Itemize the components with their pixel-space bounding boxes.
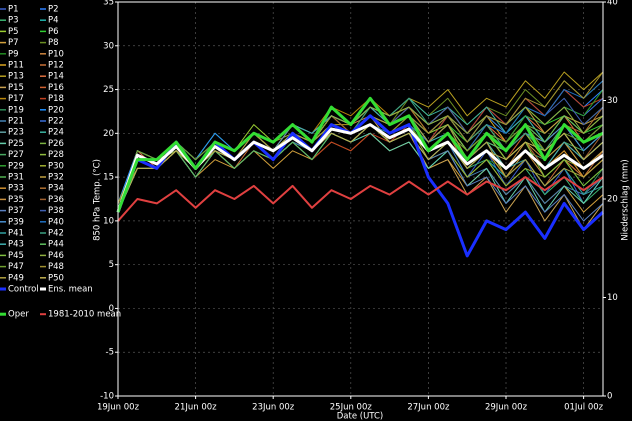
y-tick-label: -10 xyxy=(100,392,114,402)
legend-label: P48 xyxy=(48,262,64,272)
y-tick-label: 35 xyxy=(103,0,114,8)
legend-label: P31 xyxy=(8,173,24,183)
legend-label: P36 xyxy=(48,195,64,205)
legend-label: P17 xyxy=(8,94,24,104)
legend-label: P11 xyxy=(8,61,24,71)
legend-label: P24 xyxy=(48,128,64,138)
y-tick-label: 10 xyxy=(103,216,114,226)
legend-label: P40 xyxy=(48,217,64,227)
legend-label: P47 xyxy=(8,262,24,272)
legend-label: P44 xyxy=(48,240,64,250)
legend-label: P21 xyxy=(8,117,24,127)
legend-label: P14 xyxy=(48,72,64,82)
x-tick-label: 23Jun 00z xyxy=(252,403,295,413)
x-axis-title: Date (UTC) xyxy=(337,412,384,421)
legend-label: P9 xyxy=(8,49,19,59)
y-tick-label: -5 xyxy=(106,348,114,358)
legend-label: P2 xyxy=(48,5,59,15)
series-line xyxy=(117,176,604,222)
legend-label: P25 xyxy=(8,139,24,149)
legend-label: P18 xyxy=(48,94,64,104)
legend-label: P3 xyxy=(8,16,19,26)
plot-lines xyxy=(116,71,605,258)
legend-label: P43 xyxy=(8,240,24,250)
legend-label: P38 xyxy=(48,206,64,216)
legend-label: P13 xyxy=(8,72,24,82)
legend-label: P6 xyxy=(48,27,59,37)
y2-tick-label: 40 xyxy=(607,0,618,8)
legend-label: P28 xyxy=(48,150,64,160)
series-line xyxy=(116,96,604,213)
legend-label: P22 xyxy=(48,117,64,127)
legend-label: P16 xyxy=(48,83,64,93)
legend-label: P50 xyxy=(48,273,64,283)
legend-label: P10 xyxy=(48,49,64,59)
x-tick-label: 19Jun 00z xyxy=(97,403,140,413)
legend-label: P4 xyxy=(48,16,59,26)
legend-label: P23 xyxy=(8,128,24,138)
y2-tick-label: 30 xyxy=(607,96,618,106)
legend-label: P20 xyxy=(48,105,64,115)
legend-label: P37 xyxy=(8,206,24,216)
y2-tick-label: 0 xyxy=(607,392,612,402)
legend-label: Ens. mean xyxy=(48,285,93,295)
legend-label: P27 xyxy=(8,150,24,160)
y-tick-label: 15 xyxy=(103,173,114,183)
legend-label: P7 xyxy=(8,38,19,48)
legend-label: P35 xyxy=(8,195,24,205)
y-axis-title: 850 hPa Temp. (°C) xyxy=(93,159,103,241)
legend-label: P34 xyxy=(48,184,64,194)
legend-label: P26 xyxy=(48,139,64,149)
y2-tick-label: 20 xyxy=(607,195,618,205)
legend-label: 1981-2010 mean xyxy=(48,310,121,320)
legend-label: P15 xyxy=(8,83,24,93)
y-tick-label: 5 xyxy=(109,260,114,270)
legend-label: P46 xyxy=(48,251,64,261)
y-tick-label: 25 xyxy=(103,85,114,95)
y2-tick-label: 10 xyxy=(607,293,618,303)
legend-label: Control xyxy=(8,285,39,295)
legend-label: Oper xyxy=(8,310,29,320)
x-tick-label: 29Jun 00z xyxy=(485,403,528,413)
legend-label: P45 xyxy=(8,251,24,261)
legend-label: P29 xyxy=(8,161,24,171)
y-tick-label: 30 xyxy=(103,41,114,51)
legend-label: P12 xyxy=(48,61,64,71)
legend-label: P8 xyxy=(48,38,59,48)
legend-label: P33 xyxy=(8,184,24,194)
x-tick-label: 01Jul 00z xyxy=(564,403,604,413)
x-tick-label: 25Jun 00z xyxy=(330,403,373,413)
legend-label: P5 xyxy=(8,27,19,37)
y2-axis-title: Niederschlag (mm) xyxy=(621,159,631,240)
legend-label: P49 xyxy=(8,273,24,283)
x-tick-label: 21Jun 00z xyxy=(175,403,218,413)
legend-label: P42 xyxy=(48,229,64,239)
legend-label: P32 xyxy=(48,173,64,183)
y-tick-label: 0 xyxy=(109,304,114,314)
legend-label: P19 xyxy=(8,105,24,115)
legend-label: P30 xyxy=(48,161,64,171)
y-tick-label: 20 xyxy=(103,129,114,139)
legend-label: P41 xyxy=(8,229,24,239)
legend-label: P1 xyxy=(8,5,19,15)
legend-label: P39 xyxy=(8,217,24,227)
x-tick-label: 27Jun 00z xyxy=(407,403,450,413)
